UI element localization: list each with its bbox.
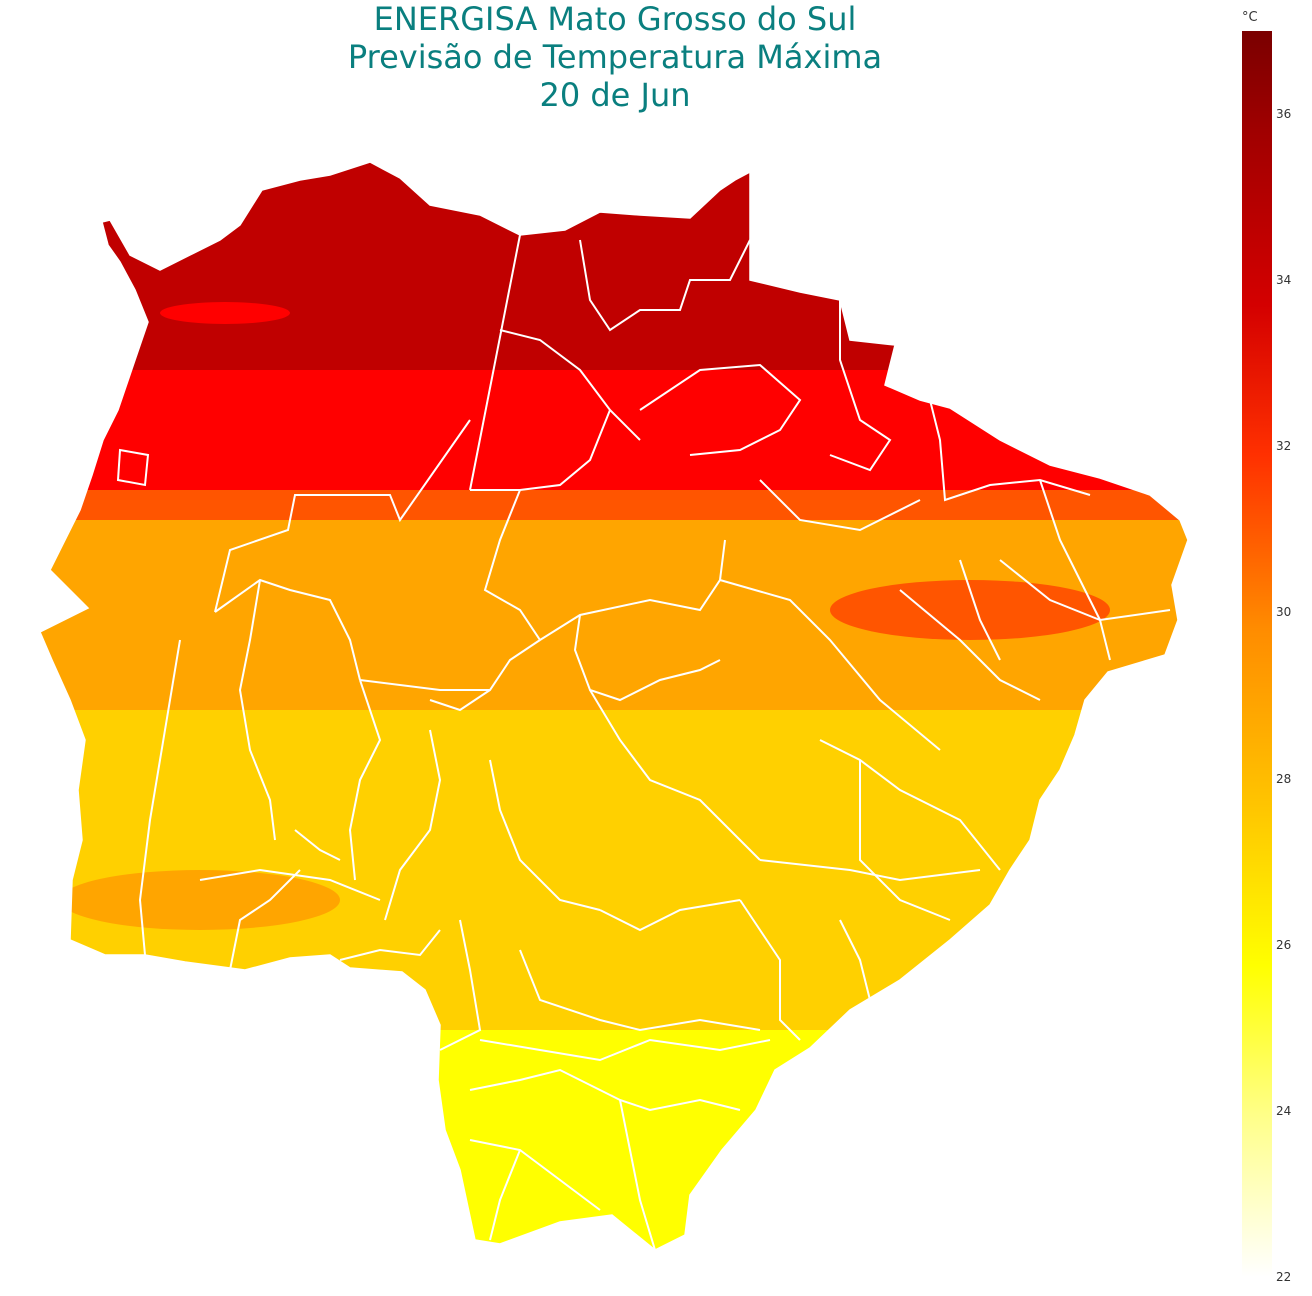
temperature-band (40, 1030, 1188, 1250)
colorbar-tick-label: 24 (1276, 1103, 1292, 1118)
temperature-patch (830, 580, 1110, 640)
colorbar-tick-label: 32 (1276, 439, 1292, 454)
colorbar-tick-label: 36 (1276, 107, 1292, 122)
temperature-patch (60, 870, 340, 930)
colorbar-tick-label: 30 (1276, 605, 1292, 620)
title-line-3: 20 de Jun (539, 76, 691, 114)
temperature-bands (40, 162, 1188, 1250)
temperature-band (40, 490, 1188, 520)
temperature-band (40, 710, 1188, 1030)
title-line-2: Previsão de Temperatura Máxima (347, 38, 883, 76)
colorbar-tick-label: 28 (1276, 771, 1292, 786)
temperature-patch (140, 370, 400, 400)
temperature-band (40, 162, 1188, 370)
colorbar-tick-label: 26 (1276, 937, 1292, 952)
colorbar (1242, 31, 1272, 1277)
colorbar-tick-label: 22 (1276, 1270, 1292, 1284)
map-title: ENERGISA Mato Grosso do Sul Previsão de … (0, 0, 1230, 114)
colorbar-unit-label: °C (1242, 10, 1258, 25)
colorbar-tick-label: 34 (1276, 273, 1292, 288)
state-outline (39, 161, 1189, 1251)
municipality-boundaries (116, 234, 1171, 1250)
temperature-patch (160, 302, 290, 324)
title-line-1: ENERGISA Mato Grosso do Sul (373, 0, 857, 38)
